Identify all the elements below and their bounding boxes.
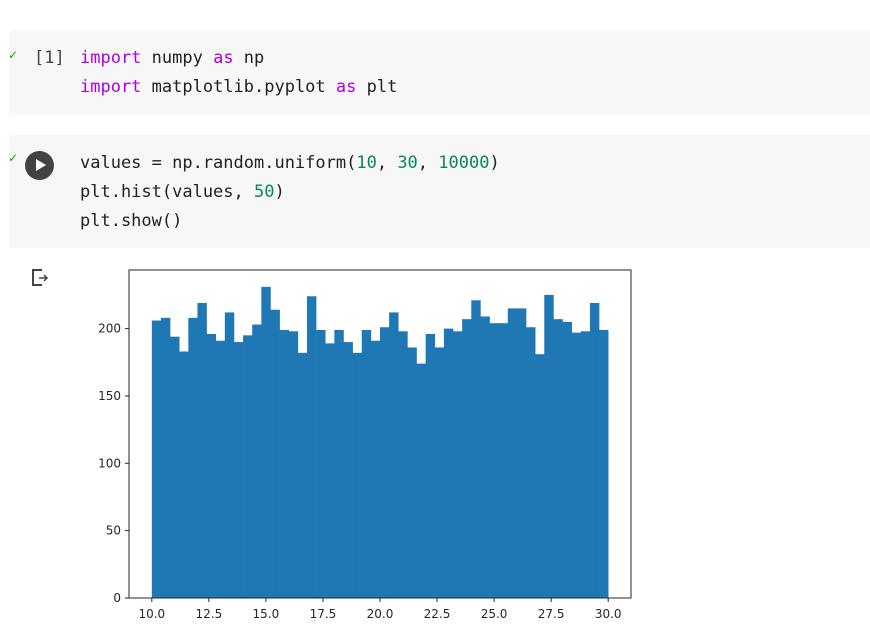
code-line: plt.show() — [80, 207, 500, 236]
histogram-bar — [352, 352, 363, 598]
histogram-bar — [306, 296, 317, 598]
histogram-bar — [516, 308, 527, 598]
x-tick-label: 25.0 — [481, 607, 508, 621]
execution-count: [1] — [34, 48, 65, 68]
histogram-bar — [416, 363, 426, 598]
code-token: , — [376, 153, 398, 173]
code-token: np — [233, 48, 265, 68]
histogram-bar — [252, 324, 262, 598]
histogram-bar — [599, 329, 609, 598]
histogram-bar — [471, 300, 481, 598]
histogram-bar — [425, 333, 436, 598]
histogram-bar — [243, 335, 253, 598]
code-line: import matplotlib.pyplot as plt — [80, 73, 397, 102]
x-tick-label: 22.5 — [424, 607, 451, 621]
code-token: matplotlib.pyplot — [141, 77, 336, 97]
code-token: plt — [356, 77, 398, 97]
code-token: ) — [274, 182, 285, 202]
histogram-bar — [562, 321, 572, 598]
code-token: 30 — [397, 153, 418, 173]
code-token: plt.show() — [80, 211, 183, 231]
y-tick-label: 200 — [98, 322, 121, 336]
code-editor[interactable]: import numpy as np import matplotlib.pypl… — [80, 44, 397, 102]
x-tick-label: 17.5 — [310, 607, 337, 621]
histogram-bar — [343, 342, 353, 598]
y-tick-label: 50 — [106, 524, 121, 538]
histogram-bar — [370, 340, 381, 598]
histogram-bar — [553, 319, 563, 598]
x-tick-label: 20.0 — [367, 607, 394, 621]
histogram-bar — [462, 319, 472, 598]
code-line: values = np.random.uniform(10, 30, 10000… — [80, 149, 500, 178]
histogram-bar — [197, 303, 207, 598]
code-line: import numpy as np — [80, 44, 397, 73]
histogram-bar — [188, 317, 198, 598]
run-cell-button[interactable] — [25, 151, 54, 180]
code-token: , — [417, 153, 439, 173]
histogram-bar — [453, 331, 463, 598]
code-token: numpy — [141, 48, 214, 68]
code-cell-1[interactable]: ✓ [1] import numpy as np import matplotli… — [8, 30, 870, 115]
code-cell-2[interactable]: ✓ values = np.random.uniform(10, 30, 100… — [8, 135, 870, 248]
histogram-bar — [434, 347, 445, 598]
histogram-bar — [206, 333, 217, 598]
y-tick-label: 0 — [113, 591, 121, 605]
histogram-bar — [407, 347, 417, 598]
check-icon: ✓ — [8, 48, 19, 62]
x-tick-label: 27.5 — [538, 607, 565, 621]
histogram-bar — [233, 342, 244, 598]
histogram-bar — [261, 286, 271, 598]
code-line: plt.hist(values, 50) — [80, 178, 500, 207]
histogram-bar — [288, 331, 299, 598]
x-tick-label: 30.0 — [595, 607, 622, 621]
histogram-bar — [215, 340, 226, 598]
code-token: ) — [489, 153, 500, 173]
histogram-bar — [361, 329, 372, 598]
histogram-bar — [535, 354, 545, 598]
histogram-bar — [589, 303, 600, 598]
histogram-bar — [279, 329, 290, 598]
histogram-bar — [224, 312, 235, 598]
code-token: 10 — [356, 153, 377, 173]
histogram-bar — [297, 352, 308, 598]
histogram-bar — [544, 294, 554, 598]
y-tick-label: 150 — [98, 389, 121, 403]
code-token: 50 — [254, 182, 275, 202]
histogram-bar — [443, 328, 454, 598]
histogram-bar — [334, 329, 344, 598]
histogram-bar — [507, 308, 518, 598]
x-tick-label: 15.0 — [253, 607, 280, 621]
code-token: 10000 — [438, 153, 490, 173]
code-editor[interactable]: values = np.random.uniform(10, 30, 10000… — [80, 149, 500, 236]
histogram-bar — [380, 327, 390, 598]
code-token: import — [80, 77, 142, 97]
histogram-bar — [270, 309, 280, 598]
code-token: values = np.random.uniform( — [80, 153, 357, 173]
histogram-bar — [179, 351, 189, 598]
check-icon: ✓ — [8, 151, 19, 165]
code-token: plt.hist(values, — [80, 182, 254, 202]
histogram-bar — [325, 343, 335, 598]
y-tick-label: 100 — [98, 456, 121, 470]
output-redirect-icon[interactable] — [30, 268, 50, 288]
histogram-bar — [151, 320, 162, 598]
x-tick-label: 10.0 — [138, 607, 165, 621]
histogram-bar — [160, 317, 171, 598]
histogram-bar — [580, 331, 591, 598]
histogram-bar — [489, 323, 499, 598]
code-token: as — [335, 77, 357, 97]
histogram-bar — [571, 332, 582, 598]
histogram-bar — [170, 336, 180, 598]
code-token: as — [213, 48, 234, 68]
histogram-bar — [389, 312, 399, 598]
histogram-bar — [316, 329, 326, 598]
histogram-bar — [398, 331, 408, 598]
code-token: import — [80, 48, 142, 68]
x-tick-label: 12.5 — [196, 607, 223, 621]
histogram-bar — [480, 316, 490, 598]
histogram-bar — [498, 323, 509, 598]
histogram-bar — [526, 327, 536, 598]
